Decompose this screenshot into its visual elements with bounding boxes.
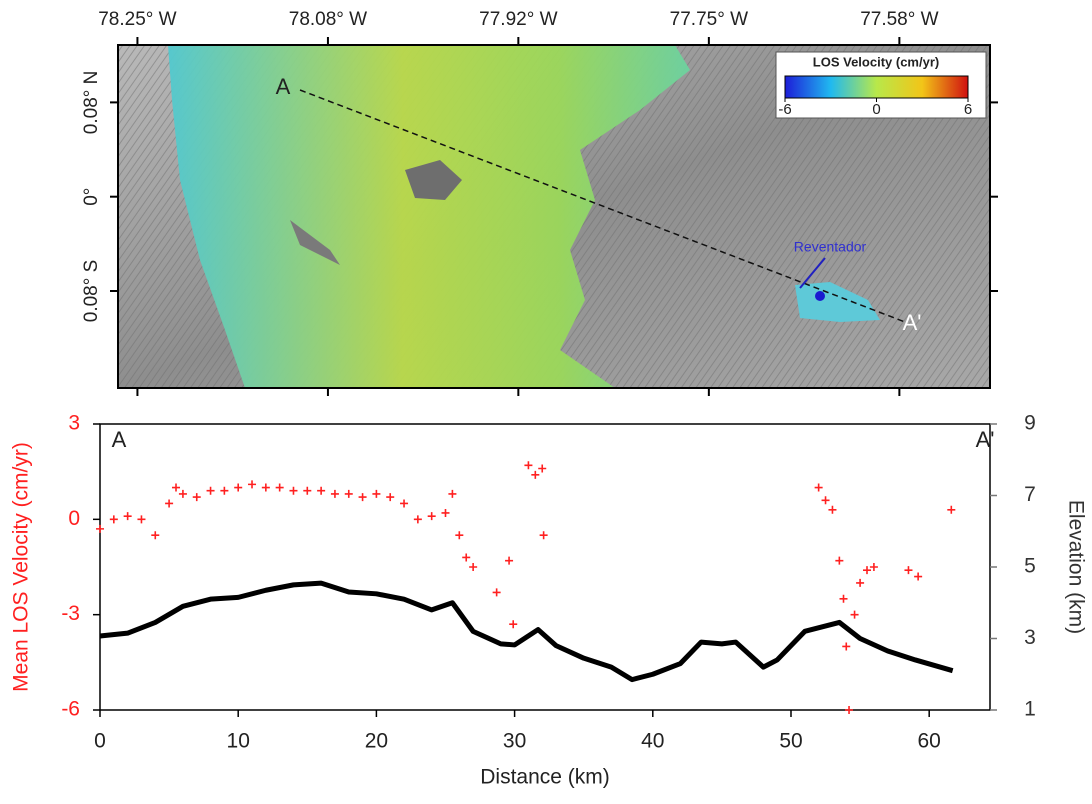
y-tick-label: 0.08° S	[81, 260, 102, 323]
y-tick-label: 0.08° N	[81, 71, 102, 135]
velocity-point	[856, 578, 865, 587]
velocity-point	[400, 499, 409, 508]
velocity-point	[828, 505, 837, 514]
velocity-point	[137, 515, 146, 524]
profile-label: A'	[976, 427, 995, 452]
velocity-point	[386, 493, 395, 502]
velocity-point	[123, 512, 132, 521]
velocity-point	[845, 706, 854, 714]
y-tick-label: 3	[68, 412, 80, 435]
velocity-point	[413, 515, 422, 524]
velocity-point	[109, 515, 118, 524]
y-tick-label: 0	[68, 507, 80, 530]
velocity-point	[427, 512, 436, 521]
velocity-point	[358, 493, 367, 502]
elevation-line	[99, 580, 954, 683]
x-tick-label: 20	[365, 730, 388, 753]
velocity-point	[317, 486, 326, 495]
velocity-point	[814, 483, 823, 492]
velocity-point	[289, 486, 298, 495]
velocity-point	[947, 505, 956, 514]
velocity-point	[524, 461, 533, 470]
colorbar-tick-label: 0	[872, 101, 880, 118]
y-axis-title: Mean LOS Velocity (cm/yr)	[10, 442, 33, 692]
x-tick-label: 77.75° W	[670, 9, 748, 30]
velocity-point	[441, 508, 450, 517]
velocity-point	[261, 483, 270, 492]
x-tick-label: 60	[918, 730, 941, 753]
velocity-point	[165, 499, 174, 508]
velocity-point	[151, 531, 160, 540]
x-tick-label: 77.92° W	[479, 9, 557, 30]
velocity-point	[821, 496, 830, 505]
velocity-point	[462, 553, 471, 562]
x-tick-label: 40	[641, 730, 664, 753]
velocity-point	[509, 620, 518, 629]
velocity-point	[531, 470, 540, 479]
velocity-point	[220, 486, 229, 495]
velocity-point	[172, 483, 181, 492]
x-tick-label: 78.08° W	[289, 9, 367, 30]
map-label: A	[276, 74, 291, 99]
pointer	[799, 257, 826, 289]
x-tick-label: 50	[779, 730, 802, 753]
velocity-point	[839, 594, 848, 603]
y2-tick-label: 5	[1024, 555, 1036, 578]
velocity-point	[835, 556, 844, 565]
velocity-point	[178, 489, 187, 498]
colorbar	[784, 75, 969, 99]
velocity-point	[904, 566, 913, 575]
velocity-point	[275, 483, 284, 492]
colorbar-tick-label: 6	[964, 101, 972, 118]
velocity-point	[455, 531, 464, 540]
x-tick-label: 30	[503, 730, 526, 753]
x-tick-label: 0	[94, 730, 106, 753]
velocity-point	[539, 531, 548, 540]
colorbar-title: LOS Velocity (cm/yr)	[813, 54, 939, 69]
map-frame	[117, 44, 991, 389]
velocity-point	[505, 556, 514, 565]
y-tick-label: -6	[61, 698, 80, 721]
profile-label: A	[112, 427, 127, 452]
velocity-point	[448, 489, 457, 498]
velocity-point	[344, 489, 353, 498]
velocity-point	[192, 493, 201, 502]
profile-line	[299, 89, 906, 323]
velocity-point	[372, 489, 381, 498]
velocity-point	[248, 480, 257, 489]
velocity-point	[914, 572, 923, 581]
velocity-point	[303, 486, 312, 495]
velocity-point	[538, 464, 547, 473]
x-axis-title: Distance (km)	[480, 766, 610, 789]
y2-tick-label: 1	[1024, 698, 1036, 721]
y-tick-label: 0°	[81, 188, 102, 206]
velocity-point	[206, 486, 215, 495]
velocity-point	[842, 642, 851, 651]
x-tick-label: 10	[227, 730, 250, 753]
velocity-point	[234, 483, 243, 492]
y2-tick-label: 3	[1024, 626, 1036, 649]
y2-tick-label: 7	[1024, 483, 1036, 506]
x-tick-label: 77.58° W	[860, 9, 938, 30]
velocity-point	[850, 610, 859, 619]
y2-axis-title: Elevation (km)	[1064, 500, 1087, 634]
map-label: A'	[903, 310, 922, 335]
colorbar-tick-label: -6	[778, 101, 791, 118]
velocity-point	[863, 566, 872, 575]
volcano-label: Reventador	[794, 239, 867, 255]
x-tick-label: 78.25° W	[98, 9, 176, 30]
velocity-point	[492, 588, 501, 597]
profile-frame	[99, 423, 991, 711]
y2-tick-label: 9	[1024, 412, 1036, 435]
velocity-point	[96, 524, 104, 533]
y-tick-label: -3	[61, 602, 80, 625]
velocity-point	[469, 563, 478, 571]
velocity-point	[869, 563, 878, 571]
velocity-point	[330, 489, 339, 498]
